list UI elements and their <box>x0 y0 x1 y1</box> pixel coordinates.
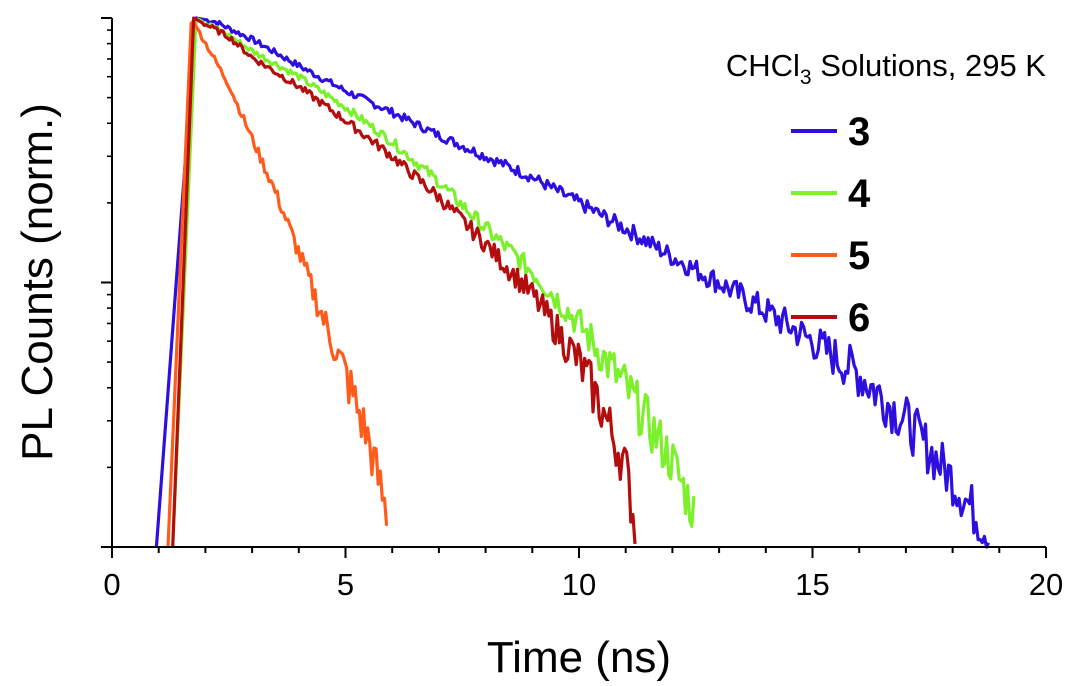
legend-title-rest: Solutions, 295 K <box>812 48 1047 83</box>
legend-label-6: 6 <box>848 296 870 340</box>
x-tick-label: 20 <box>1029 567 1063 602</box>
axes-layer <box>101 17 1047 558</box>
series-line-3 <box>154 16 991 549</box>
x-tick-label: 5 <box>337 567 354 602</box>
series-line-5 <box>166 19 389 548</box>
legend-title-subscript: 3 <box>800 66 812 89</box>
legend-label-5: 5 <box>848 234 870 278</box>
legend-title: CHCl3 Solutions, 295 K <box>726 48 1046 89</box>
x-tick-label: 10 <box>562 567 596 602</box>
x-tick-label: 15 <box>795 567 829 602</box>
legend-label-3: 3 <box>848 110 870 154</box>
x-axis-label: Time (ns) <box>487 633 671 682</box>
legend: 3 4 5 6 <box>791 110 871 340</box>
series-line-6 <box>171 16 637 548</box>
legend-label-4: 4 <box>848 172 871 216</box>
tick-label-layer: 0 5 10 15 20 <box>103 567 1063 602</box>
y-axis-label: PL Counts (norm.) <box>13 103 62 461</box>
legend-title-main: CHCl <box>726 48 800 83</box>
x-tick-label: 0 <box>103 567 120 602</box>
series-line-4 <box>171 17 696 548</box>
series-layer <box>154 16 991 549</box>
